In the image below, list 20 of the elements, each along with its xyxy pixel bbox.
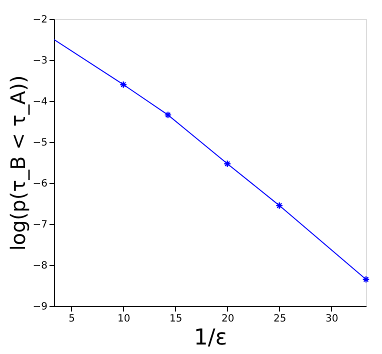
x-tick-label: 5 <box>68 314 76 324</box>
point <box>224 160 232 168</box>
x-tick-label: 30 <box>326 314 338 324</box>
x-tick-label: 15 <box>170 314 182 324</box>
y-axis-title: log(p(τ_B < τ_A)) <box>6 75 30 251</box>
y-tick-label: −9 <box>32 302 48 312</box>
y-tick-label: −5 <box>32 138 48 148</box>
x-axis-title: 1/ε <box>194 326 228 350</box>
y-tick-label: −7 <box>32 220 48 230</box>
x-tick-label: 20 <box>222 314 234 324</box>
y-tick-label: −6 <box>32 178 48 190</box>
point <box>164 111 172 119</box>
x-tick-label: 25 <box>274 314 286 324</box>
y-tick-label: −4 <box>32 96 48 108</box>
x-tick-label: 10 <box>118 314 130 324</box>
y-tick-label: −3 <box>32 56 48 66</box>
point <box>276 202 284 210</box>
y-tick-label: −8 <box>32 260 48 272</box>
y-tick-label: −2 <box>32 14 48 26</box>
point <box>120 80 128 88</box>
